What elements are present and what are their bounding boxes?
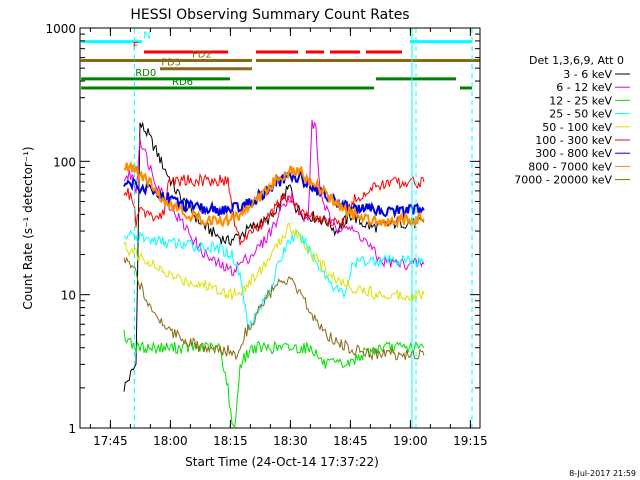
series-100-300-kev [123,172,425,246]
flag-label-fd2: FD2 [192,50,212,61]
legend-label-50-100-kev: 50 - 100 keV [542,121,612,134]
x-tick-label: 19:00 [393,434,428,448]
x-tick-label: 17:45 [93,434,128,448]
flag-label-rd0: RD0 [135,68,156,79]
flag-bars: NF FD2 FD3 RD0 RD6 [80,31,480,90]
x-tick-label: 18:30 [273,434,308,448]
series-7000-20000-kev [123,256,425,361]
legend-label-800-7000-kev: 800 - 7000 keV [528,160,612,173]
x-axis-label: Start Time (24-Oct-14 17:37:22) [185,455,379,469]
data-series [123,119,425,428]
x-tick-label: 18:45 [333,434,368,448]
legend-label-100-300-kev: 100 - 300 keV [535,134,612,147]
x-tick-label: 18:00 [153,434,188,448]
series-3-6-kev [123,121,425,392]
flag-label-n: N [143,31,150,42]
flag-label-rd6: RD6 [172,77,193,88]
y-tick-label: 100 [53,155,76,169]
vertical-markers [133,28,473,428]
series-25-50-kev [123,229,425,331]
series-50-100-kev [123,222,425,302]
y-axis-label: Count Rate (s⁻¹ detector⁻¹) [21,146,35,309]
legend-label-300-800-kev: 300 - 800 keV [535,147,612,160]
legend-label-6-12-kev: 6 - 12 keV [556,81,612,94]
axes: 17:45 18:00 18:15 18:30 18:45 19:00 19:15 1 10 10… [45,22,487,448]
series-800-7000-kev [123,160,425,229]
flag-label-f: F [133,41,139,52]
legend-header: Det 1,3,6,9, Att 0 [529,54,624,67]
plot-frame [79,27,481,429]
y-tick-label: 1000 [45,22,76,36]
legend-label-12-25-kev: 12 - 25 keV [549,94,612,107]
x-tick-label: 18:15 [213,434,248,448]
flag-label-fd3: FD3 [161,58,181,69]
legend-label-25-50-kev: 25 - 50 keV [549,108,612,121]
date-stamp: 8-Jul-2017 21:59 [569,469,636,478]
x-tick-label: 19:15 [453,434,488,448]
legend-label-3-6-kev: 3 - 6 keV [563,68,612,81]
y-tick-label: 1 [68,422,76,436]
legend-label-7000-20000-kev: 7000 - 20000 keV [514,174,612,187]
y-tick-label: 10 [61,289,76,303]
chart-title: HESSI Observing Summary Count Rates [130,7,409,23]
